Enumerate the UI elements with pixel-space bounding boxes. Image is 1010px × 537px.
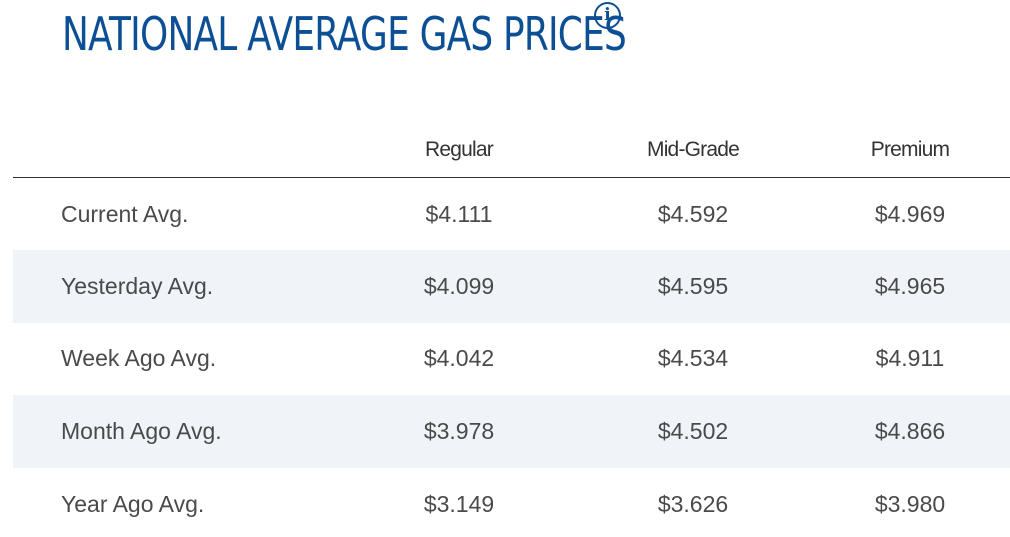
table-row: Week Ago Avg. $4.042 $4.534 $4.911 xyxy=(13,323,1010,396)
table-row: Month Ago Avg. $3.978 $4.502 $4.866 xyxy=(13,395,1010,468)
mid-grade-price: $4.592 xyxy=(657,200,729,227)
row-label: Week Ago Avg. xyxy=(61,345,217,372)
regular-price: $4.042 xyxy=(423,345,495,372)
mid-grade-price: $4.534 xyxy=(657,345,729,372)
column-header-premium: Premium xyxy=(810,123,1010,178)
mid-grade-price: $4.502 xyxy=(657,418,729,445)
regular-price: $4.111 xyxy=(425,200,493,227)
column-header-label xyxy=(13,123,342,178)
column-header-regular: Regular xyxy=(342,123,576,178)
regular-price: $3.149 xyxy=(423,490,495,517)
mid-grade-price: $3.626 xyxy=(657,490,729,517)
table-row: Current Avg. $4.111 $4.592 $4.969 xyxy=(13,178,1010,251)
page-title: NATIONAL AVERAGE GAS PRICES xyxy=(62,7,627,61)
premium-price: $4.969 xyxy=(874,200,946,227)
column-header-mid-grade: Mid-Grade xyxy=(576,123,810,178)
premium-price: $4.965 xyxy=(874,272,946,299)
row-label: Current Avg. xyxy=(61,200,189,227)
premium-price: $4.911 xyxy=(875,345,945,372)
regular-price: $3.978 xyxy=(423,418,495,445)
mid-grade-price: $4.595 xyxy=(657,272,729,299)
row-label: Yesterday Avg. xyxy=(61,272,214,299)
table-row: Yesterday Avg. $4.099 $4.595 $4.965 xyxy=(13,250,1010,323)
premium-price: $3.980 xyxy=(874,490,946,517)
table-row: Year Ago Avg. $3.149 $3.626 $3.980 xyxy=(13,468,1010,537)
premium-price: $4.866 xyxy=(874,418,946,445)
info-icon[interactable]: i xyxy=(594,2,621,29)
table-header-row: Regular Mid-Grade Premium xyxy=(13,123,1010,178)
row-label: Month Ago Avg. xyxy=(61,418,222,445)
title-area: NATIONAL AVERAGE GAS PRICES xyxy=(62,6,785,66)
regular-price: $4.099 xyxy=(423,272,495,299)
row-label: Year Ago Avg. xyxy=(61,490,205,517)
gas-prices-table: Regular Mid-Grade Premium Current Avg. $… xyxy=(13,123,1010,537)
